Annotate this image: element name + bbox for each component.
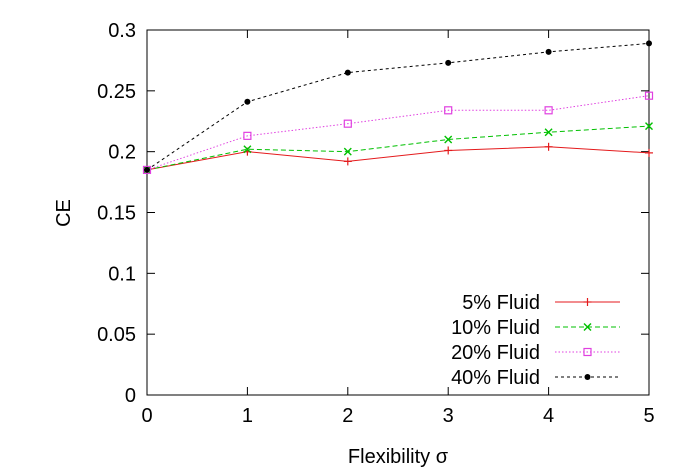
y-tick-label: 0 (125, 385, 136, 407)
data-point (243, 145, 252, 154)
y-tick-label: 0.3 (108, 20, 136, 42)
data-point (544, 128, 553, 137)
y-axis-label: CE (53, 199, 75, 227)
data-point (444, 106, 453, 115)
data-point (646, 40, 652, 47)
x-tick-label: 1 (242, 405, 253, 427)
y-tick-label: 0.1 (108, 263, 136, 285)
y-tick-label: 0.25 (97, 81, 136, 103)
data-point (445, 59, 452, 66)
data-point (645, 122, 653, 131)
y-tick-label: 0.15 (97, 203, 136, 225)
x-axis-label: Flexibility σ (348, 446, 449, 468)
data-point (244, 98, 251, 105)
legend-label: 10% Fluid (451, 317, 540, 339)
series-line (146, 95, 650, 171)
data-point (144, 166, 150, 173)
x-tick-label: 4 (543, 405, 554, 427)
x-tick-label: 5 (643, 405, 654, 427)
x-tick-label: 3 (443, 405, 454, 427)
series-2 (143, 122, 653, 174)
data-point (243, 131, 252, 140)
plot-axes: 0 1 2 3 4 5 0 0.05 0.1 0.15 0.2 0.25 0.3 (97, 20, 655, 427)
series-4 (144, 40, 652, 173)
series-line (146, 146, 650, 171)
legend-marker (584, 374, 591, 380)
series-line (146, 42, 650, 171)
plot-frame (146, 29, 650, 396)
data-point (444, 135, 453, 144)
legend-label: 20% Fluid (451, 342, 540, 364)
y-tick-label: 0.2 (108, 142, 136, 164)
legend-marker (583, 323, 592, 331)
data-point (544, 106, 553, 115)
y-tick-label: 0.05 (97, 324, 136, 346)
data-point (343, 119, 352, 128)
data-point (644, 91, 654, 100)
data-point (142, 165, 152, 175)
x-tick-label: 0 (141, 405, 152, 427)
legend: 5% Fluid 10% Fluid 20% Fluid 40% Fluid (451, 292, 620, 389)
legend-label: 40% Fluid (451, 367, 540, 389)
legend-label: 5% Fluid (462, 292, 540, 314)
series-1 (143, 142, 653, 174)
x-tick-label: 2 (342, 405, 353, 427)
data-point (344, 69, 351, 76)
data-point (545, 48, 552, 55)
series-3 (142, 91, 654, 175)
data-point (343, 147, 352, 156)
series-layer (142, 40, 654, 175)
legend-marker (583, 347, 592, 357)
